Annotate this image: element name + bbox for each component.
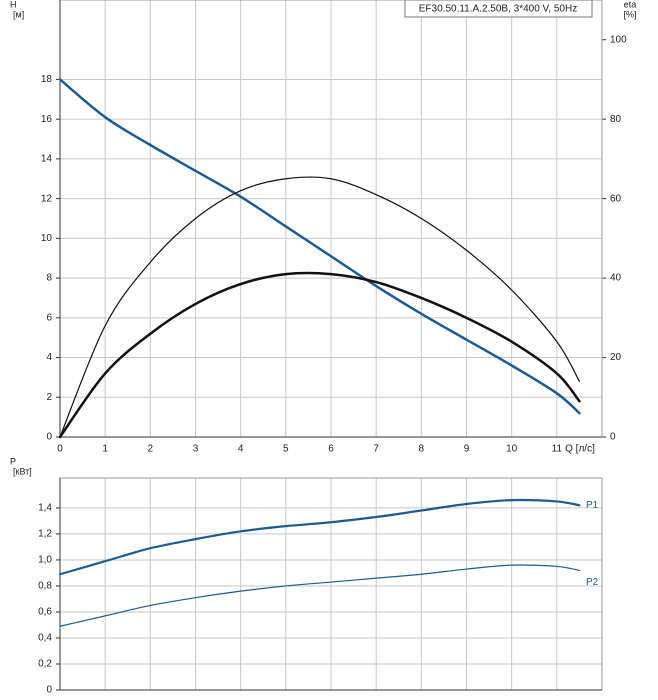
y2-tick-label: 80 <box>610 114 622 125</box>
y-tick-label: 1,4 <box>38 503 52 514</box>
x-tick-label: 11 <box>552 444 563 455</box>
series-label: P2 <box>586 577 599 588</box>
x-tick-label: 9 <box>464 444 470 455</box>
y-tick-label: 12 <box>41 193 53 204</box>
y-tick-label: 14 <box>41 154 53 165</box>
curve <box>59 176 581 438</box>
curve <box>58 78 581 415</box>
x-tick-label: 10 <box>506 444 518 455</box>
x-tick-label: 2 <box>148 444 154 455</box>
x-tick-label: 7 <box>373 444 379 455</box>
curve <box>58 271 581 439</box>
y2-tick-label: 0 <box>610 432 616 443</box>
y-axis-label: H <box>10 0 17 9</box>
x-tick-label: 4 <box>238 444 244 455</box>
y2-tick-label: 100 <box>610 34 627 45</box>
y-tick-label: 10 <box>41 233 53 244</box>
curve <box>58 498 581 576</box>
x-tick-label: 8 <box>419 444 425 455</box>
y-tick-label: 4 <box>46 352 52 363</box>
y-tick-label: 16 <box>41 114 53 125</box>
y2-axis-label: [%] <box>623 9 636 19</box>
y-tick-label: 0,2 <box>38 659 52 670</box>
x-tick-label: 1 <box>102 444 108 455</box>
y2-tick-label: 20 <box>610 352 622 363</box>
y2-tick-label: 60 <box>610 193 622 204</box>
y-tick-label: 0 <box>46 432 52 443</box>
chart-title: EF30.50.11.A.2.50B, 3*400 V, 50Hz <box>419 4 577 15</box>
x-tick-label: 6 <box>328 444 334 455</box>
y-tick-label: 2 <box>46 392 52 403</box>
curve <box>59 564 581 627</box>
x-tick-label: 3 <box>193 444 199 455</box>
x-tick-label: 0 <box>57 444 63 455</box>
y-tick-label: 0 <box>46 685 52 696</box>
series-label: P1 <box>586 500 599 511</box>
y-axis-label: P <box>10 456 16 466</box>
y-tick-label: 0,6 <box>38 607 52 618</box>
y2-tick-label: 40 <box>610 273 622 284</box>
y-tick-label: 0,8 <box>38 581 52 592</box>
y-tick-label: 1,0 <box>38 555 52 566</box>
y-tick-label: 8 <box>46 273 52 284</box>
y-axis-label: [кВт] <box>13 466 32 476</box>
y-axis-label: [м] <box>13 9 24 19</box>
y-tick-label: 0,4 <box>38 633 52 644</box>
x-tick-label: 5 <box>283 444 289 455</box>
y-tick-label: 1,2 <box>38 529 52 540</box>
title-box <box>404 0 593 18</box>
y-tick-label: 18 <box>41 74 53 85</box>
y2-axis-label: eta <box>624 0 637 9</box>
x-axis-label: Q [л/с] <box>565 444 595 455</box>
y-tick-label: 6 <box>46 312 52 323</box>
